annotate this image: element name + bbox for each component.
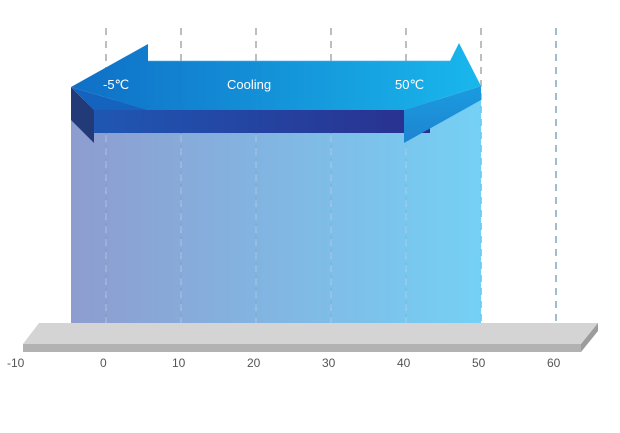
arrow-left-side-face (71, 87, 94, 143)
band-gridlines (105, 135, 407, 325)
arrow-min-label: -5℃ (103, 77, 129, 92)
arrow-top-face (71, 43, 481, 110)
arrow-left-head-tip (71, 87, 148, 110)
arrow-right-head-face (404, 86, 481, 143)
arrow-max-label: 50℃ (395, 77, 424, 92)
axis-tick-labels: -10 0 10 20 30 40 50 60 (7, 356, 561, 370)
arrow-title-label: Cooling (227, 77, 271, 92)
tick-label: 30 (322, 356, 336, 370)
platform-right-face (581, 323, 598, 352)
tick-label: 20 (247, 356, 261, 370)
cooling-range-arrow: -5℃ Cooling 50℃ (71, 43, 481, 143)
tick-label: -10 (7, 356, 25, 370)
tick-label: 10 (172, 356, 186, 370)
tick-label: 40 (397, 356, 411, 370)
tick-label: 60 (547, 356, 561, 370)
axis-platform (23, 323, 598, 352)
platform-front-face (23, 344, 581, 352)
tick-label: 50 (472, 356, 486, 370)
arrow-underside-face (94, 110, 430, 133)
tick-label: 0 (100, 356, 107, 370)
platform-top-face (23, 323, 598, 344)
